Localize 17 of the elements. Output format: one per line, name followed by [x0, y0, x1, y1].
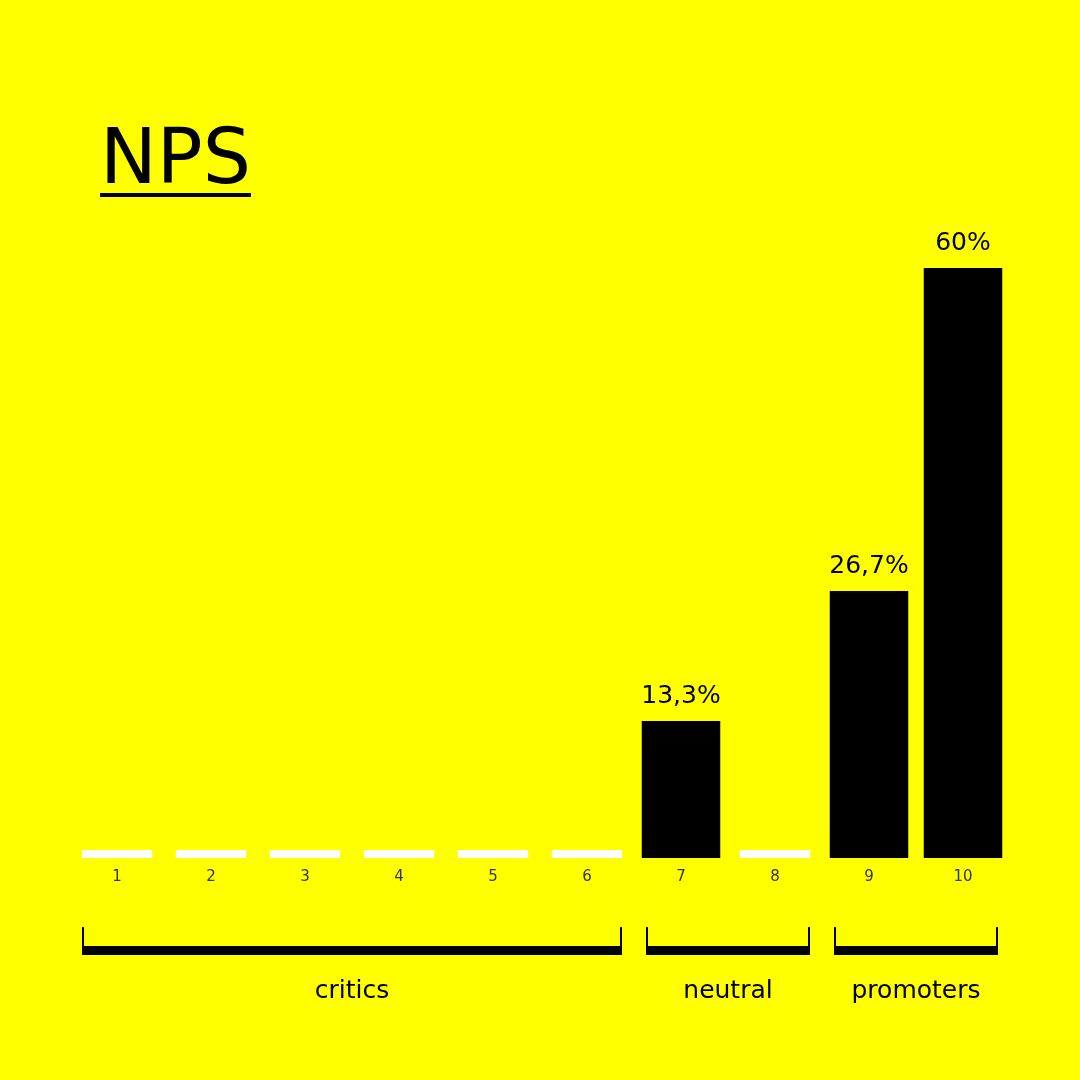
x-tick-label: 4 — [394, 866, 404, 885]
x-tick-label: 7 — [676, 866, 686, 885]
data-label: 13,3% — [641, 679, 721, 709]
data-label: 26,7% — [829, 550, 909, 580]
x-tick-label: 2 — [206, 866, 216, 885]
data-label: 60% — [935, 227, 991, 256]
x-tick-label: 6 — [582, 866, 592, 885]
text: promoters — [850, 974, 982, 1006]
x-tick-label: 9 — [864, 866, 874, 885]
text: critics — [313, 974, 391, 1006]
x-tick-label: 5 — [488, 866, 498, 885]
text: neutral — [682, 974, 774, 1006]
x-tick-label: 1 — [112, 866, 122, 885]
x-tick-label: 10 — [953, 866, 973, 885]
x-tick-label: 8 — [770, 866, 780, 885]
chart-title: NPS — [100, 112, 251, 201]
x-tick-label: 3 — [300, 866, 310, 885]
